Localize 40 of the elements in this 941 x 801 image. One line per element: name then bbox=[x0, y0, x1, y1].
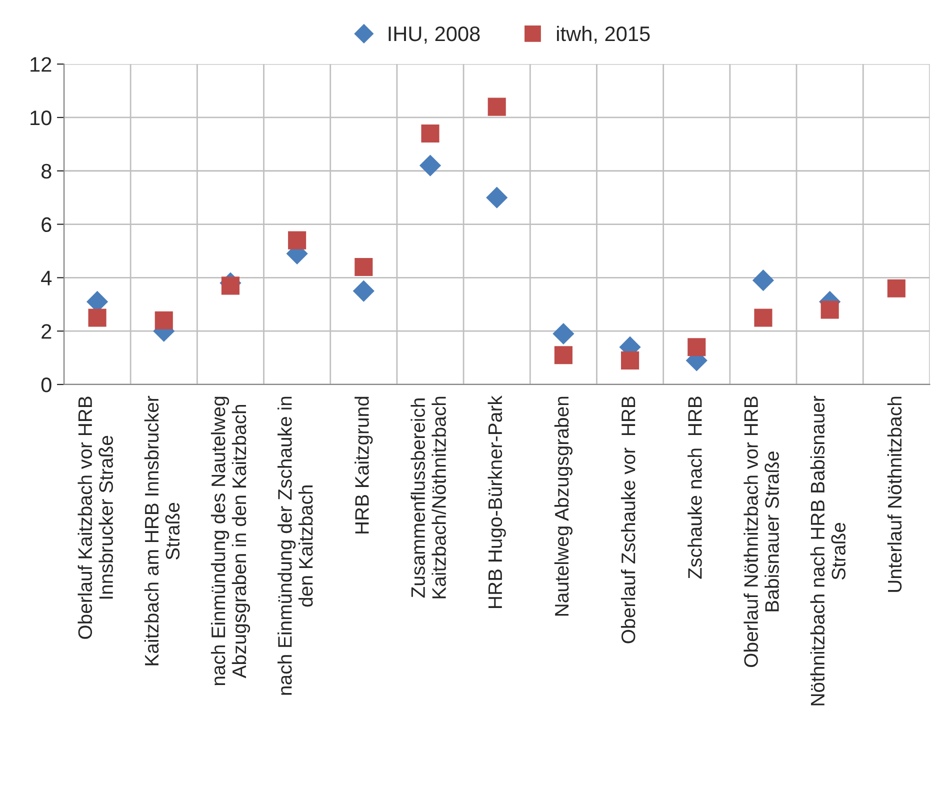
y-tick-label: 2 bbox=[42, 324, 52, 339]
y-tick-label: 4 bbox=[41, 270, 52, 286]
y-tick-label: 6 bbox=[42, 217, 52, 232]
x-tick-label: Unterlauf Nöthnitzbach bbox=[887, 396, 902, 592]
x-tick-label: Oberlauf Nöthnitzbach vor HRB Babisnauer Straße bbox=[744, 396, 779, 667]
point bbox=[554, 346, 572, 364]
point bbox=[752, 270, 774, 291]
y-tick-label: 12 bbox=[30, 57, 52, 72]
point bbox=[552, 323, 574, 344]
point bbox=[288, 231, 306, 250]
x-tick-label: Zusammenflussbereich Kaitzbach/Nöthnitzbach bbox=[410, 396, 446, 598]
point bbox=[88, 308, 106, 327]
point bbox=[820, 300, 839, 319]
x-tick-label: Zschauke nach HRB bbox=[688, 396, 702, 579]
point bbox=[486, 187, 508, 208]
point bbox=[154, 311, 173, 330]
legend-label: itwh, 2015 bbox=[557, 26, 650, 44]
point bbox=[221, 276, 240, 295]
point bbox=[754, 308, 772, 327]
point bbox=[354, 258, 373, 276]
x-tick-label: Nöthnitzbach nach HRB Babisnauer Straße bbox=[810, 396, 846, 706]
y-tick-label: 10 bbox=[30, 110, 52, 126]
point bbox=[353, 280, 374, 302]
x-tick-label: Oberlauf Zschauke vor HRB bbox=[620, 396, 636, 644]
point bbox=[420, 155, 441, 176]
x-tick-label: Oberlauf Kaitzbach vor HRB Innsbrucker Straße bbox=[78, 396, 113, 639]
legend-label: IHU, 2008 bbox=[388, 26, 480, 44]
y-tick-label: 0 bbox=[41, 377, 52, 392]
point bbox=[887, 279, 906, 298]
x-tick-label: nach Einmündung der Zschauke in den Kaitzbach bbox=[278, 396, 313, 695]
y-tick-label: 8 bbox=[42, 164, 52, 179]
x-tick-label: HRB Kaitzgrund bbox=[354, 396, 373, 534]
point bbox=[688, 338, 706, 356]
x-tick-label: HRB Hugo-Bürkner-Park bbox=[488, 396, 506, 608]
x-tick-label: Kaitzbach am HRB Innsbrucker Straße bbox=[144, 396, 180, 666]
x-tick-label: nach Einmündung des Nautelweg Abzugsgraben in den Kaitzbach bbox=[210, 396, 250, 686]
point bbox=[488, 98, 506, 116]
x-tick-label: Nautelweg Abzugsgraben bbox=[554, 396, 573, 616]
point bbox=[421, 124, 440, 143]
point bbox=[621, 351, 640, 370]
